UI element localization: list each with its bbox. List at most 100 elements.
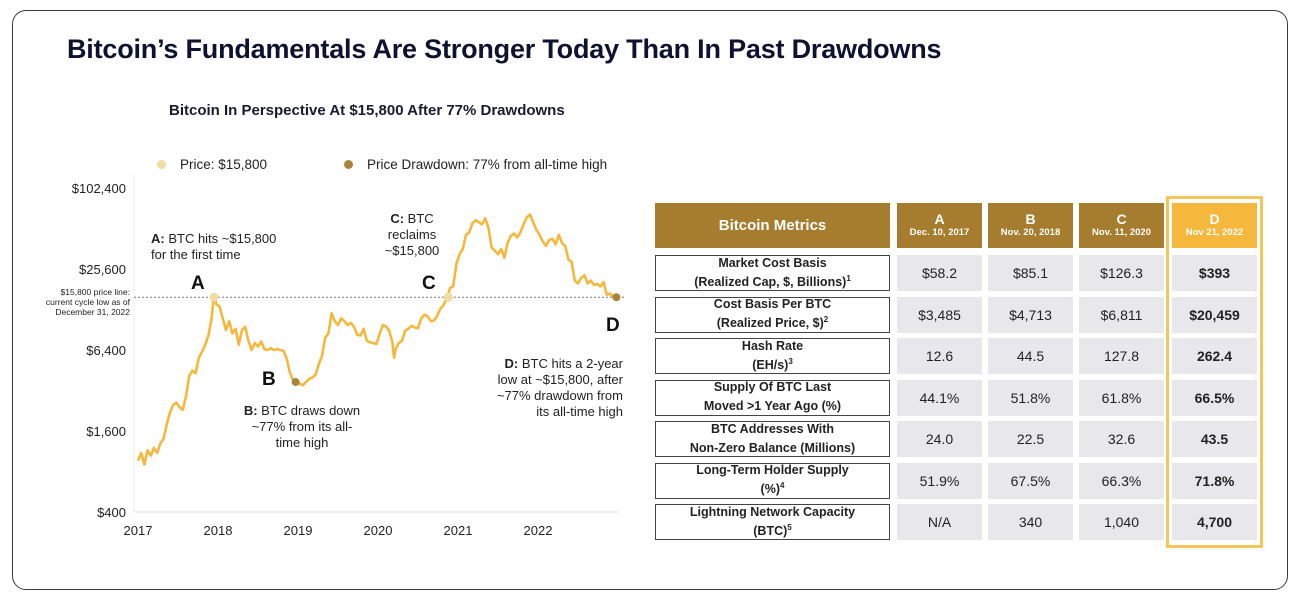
main-title: Bitcoin’s Fundamentals Are Stronger Toda… <box>67 34 942 64</box>
annotation-a-line2: for the first time <box>151 247 241 262</box>
y-tick-label: $400 <box>97 505 126 520</box>
x-tick-label: 2018 <box>204 523 233 538</box>
row-footnote-marker: 1 <box>846 273 851 283</box>
row-label-line1: Hash Rate <box>741 338 804 353</box>
table-header-col-d: D Nov 21, 2022 <box>1172 203 1257 248</box>
annotation-c-line3: ~$15,800 <box>384 243 440 258</box>
table-cell: 22.5 <box>988 421 1073 457</box>
annotation-b-line1: BTC draws down <box>257 403 361 418</box>
table-cell: N/A <box>897 504 982 540</box>
annotation-a-key: A: <box>151 231 165 246</box>
col-a-letter: A <box>934 211 945 227</box>
row-label-line2: (BTC)5 <box>656 520 889 539</box>
row-label-line2-text: Non-Zero Balance (Millions) <box>689 441 856 456</box>
table-cell: 67.5% <box>988 462 1073 499</box>
marker-label-b: B <box>262 369 276 390</box>
slide-frame <box>12 10 1288 590</box>
col-a-date: Dec. 10, 2017 <box>909 227 970 238</box>
table-row-label: Cost Basis Per BTC (Realized Price, $)2 <box>655 296 890 333</box>
table-cell: 44.1% <box>897 379 982 416</box>
y-tick-label: $102,400 <box>72 181 126 196</box>
row-label-line2-text: (EH/s) <box>752 358 789 373</box>
table-row-label: Market Cost Basis (Realized Cap, $, Billi… <box>655 255 890 291</box>
col-c-letter: C <box>1116 211 1127 227</box>
table-header-col-c: C Nov. 11, 2020 <box>1079 203 1164 248</box>
x-tick-label: 2022 <box>524 523 553 538</box>
col-b-letter: B <box>1025 211 1036 227</box>
row-label-line1: Market Cost Basis <box>718 255 827 270</box>
table-cell: 340 <box>988 504 1073 540</box>
row-label-line1: Long-Term Holder Supply <box>696 463 849 478</box>
annotation-b-key: B: <box>243 403 258 418</box>
table-row-label: Supply Of BTC Last Moved >1 Year Ago (%) <box>655 379 890 416</box>
legend-label-price: Price: $15,800 <box>180 157 268 172</box>
table-cell: 24.0 <box>897 421 982 457</box>
col-d-date: Nov 21, 2022 <box>1185 227 1244 238</box>
y-tick-label: $1,600 <box>86 424 126 439</box>
table-cell: 66.3% <box>1079 462 1164 499</box>
x-tick-label: 2017 <box>124 523 153 538</box>
annotation-b-line2: ~77% from its all- <box>251 419 353 434</box>
table-cell: $6,811 <box>1079 296 1164 333</box>
row-label-line2: (%)4 <box>656 478 889 497</box>
point-c <box>443 292 453 302</box>
row-label-line2-text: (BTC) <box>753 524 788 539</box>
row-label-line1: Lightning Network Capacity <box>689 504 856 519</box>
table-cell: 4,700 <box>1172 504 1257 540</box>
table-row-label: Lightning Network Capacity (BTC)5 <box>655 504 890 540</box>
annotation-c-line2: reclaims <box>387 227 437 242</box>
row-label-line2: Moved >1 Year Ago (%) <box>656 395 889 414</box>
annotation-d: D: BTC hits a 2-year low at ~$15,800, af… <box>480 356 623 420</box>
table-cell: 43.5 <box>1172 421 1257 457</box>
annotation-d-key: D: <box>504 356 519 371</box>
annotation-d-line4: its all-time high <box>536 404 623 419</box>
table-header-col-b: B Nov. 20, 2018 <box>988 203 1073 248</box>
marker-label-c: C <box>422 273 436 294</box>
row-footnote-marker: 2 <box>823 315 829 325</box>
annotation-a-line1: BTC hits ~$15,800 <box>164 231 277 246</box>
table-cell: 32.6 <box>1079 421 1164 457</box>
table-cell: $393 <box>1172 255 1257 291</box>
marker-label-d: D <box>606 315 620 336</box>
row-footnote-marker: 3 <box>788 356 793 366</box>
point-b <box>291 378 300 387</box>
legend-label-drawdown: Price Drawdown: 77% from all-time high <box>367 157 608 172</box>
x-tick-label: 2021 <box>444 523 473 538</box>
point-d <box>612 293 621 302</box>
legend-item-price: Price: $15,800 <box>157 157 267 172</box>
table-cell: $85.1 <box>988 255 1073 291</box>
table-cell: 127.8 <box>1079 338 1164 374</box>
row-footnote-marker: 4 <box>780 481 785 491</box>
table-cell: 66.5% <box>1172 379 1257 416</box>
x-tick-label: 2019 <box>284 523 313 538</box>
table-cell: 51.8% <box>988 379 1073 416</box>
table-row-label: BTC Addresses With Non-Zero Balance (Mill… <box>655 421 890 457</box>
table-cell: $58.2 <box>897 255 982 291</box>
row-label-line2: (Realized Price, $)2 <box>656 312 889 331</box>
row-label-line1: Cost Basis Per BTC <box>713 297 832 312</box>
y-tick-label: $25,600 <box>79 262 126 277</box>
annotation-d-line2: low at ~$15,800, after <box>497 372 623 387</box>
x-tick-label: 2020 <box>364 523 393 538</box>
reference-line-note: $15,800 price line: current cycle low as… <box>45 287 130 317</box>
table-cell: 51.9% <box>897 462 982 499</box>
col-b-date: Nov. 20, 2018 <box>1000 227 1061 238</box>
table-cell: $126.3 <box>1079 255 1164 291</box>
legend-dot-drawdown-icon <box>344 160 353 169</box>
table-header-col-a: A Dec. 10, 2017 <box>897 203 982 248</box>
annotation-c-key: C: <box>390 211 405 226</box>
legend-item-drawdown: Price Drawdown: 77% from all-time high <box>344 157 607 172</box>
table-cell: $20,459 <box>1172 296 1257 333</box>
table-cell: $4,713 <box>988 296 1073 333</box>
annotation-b-line3: time high <box>275 435 329 450</box>
row-label-line1: Supply Of BTC Last <box>713 380 832 395</box>
row-label-line2-text: Moved >1 Year Ago (%) <box>703 399 842 414</box>
table-cell: 71.8% <box>1172 462 1257 499</box>
annotation-b: B: BTC draws down ~77% from its all- tim… <box>240 403 364 451</box>
row-label-line2: Non-Zero Balance (Millions) <box>656 437 889 456</box>
row-label-line2-text: (%) <box>760 482 780 497</box>
annotation-a: A: BTC hits ~$15,800 for the first time <box>151 231 276 263</box>
table-row-label: Long-Term Holder Supply (%)4 <box>655 462 890 499</box>
row-label-line2-text: (Realized Price, $) <box>716 316 824 331</box>
table-cell: 44.5 <box>988 338 1073 374</box>
